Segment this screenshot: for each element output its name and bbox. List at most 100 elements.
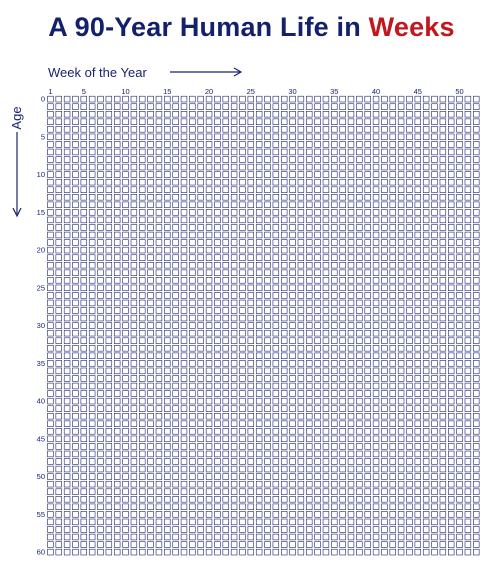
week-box [55, 186, 62, 193]
week-box [280, 246, 288, 254]
week-box [180, 269, 188, 276]
week-box [372, 329, 380, 337]
week-box [414, 511, 421, 518]
week-box [473, 367, 480, 375]
week-box [272, 352, 280, 359]
week-box [297, 299, 305, 307]
week-box [63, 261, 71, 269]
week-box [105, 201, 113, 208]
week-box [197, 322, 204, 329]
week-box [389, 322, 396, 329]
week-box [80, 458, 88, 465]
week-box [473, 420, 480, 427]
week-box [272, 156, 280, 163]
year-row-29 [47, 314, 480, 322]
week-box [464, 405, 472, 412]
week-box [289, 254, 296, 261]
week-box [473, 299, 480, 307]
week-box [72, 443, 79, 450]
week-box [197, 397, 204, 405]
week-box [214, 345, 221, 352]
week-box [297, 428, 305, 435]
week-box [289, 239, 296, 246]
week-box [230, 95, 238, 103]
week-box [205, 548, 213, 556]
week-box [406, 254, 413, 261]
week-box [372, 382, 380, 390]
week-box [222, 299, 229, 307]
week-box [414, 541, 421, 548]
week-box [97, 541, 104, 548]
week-box [97, 390, 104, 397]
year-row-34 [47, 352, 480, 359]
week-box [197, 186, 204, 193]
week-box [214, 231, 221, 239]
week-box [130, 231, 138, 239]
week-box [88, 405, 96, 412]
week-box [422, 473, 430, 480]
week-box [406, 246, 413, 254]
y-tick-label: 30 [37, 321, 45, 330]
week-box [347, 450, 355, 458]
week-box [473, 194, 480, 201]
week-box [397, 292, 405, 299]
week-box [347, 367, 355, 375]
week-box [297, 209, 305, 216]
week-box [114, 322, 121, 329]
week-box [205, 141, 213, 148]
week-box [289, 141, 296, 148]
week-box [172, 375, 179, 382]
week-box [406, 186, 413, 193]
week-box [289, 194, 296, 201]
week-box [414, 118, 421, 125]
week-box [389, 126, 396, 133]
week-box [439, 194, 447, 201]
week-box [139, 111, 146, 118]
week-box [205, 314, 213, 322]
year-row-36 [47, 367, 480, 375]
week-box [422, 133, 430, 141]
week-box [264, 443, 271, 450]
week-box [164, 352, 171, 359]
week-box [331, 526, 338, 533]
week-box [414, 277, 421, 284]
week-box [331, 314, 338, 322]
week-box [356, 322, 363, 329]
week-box [164, 133, 171, 141]
week-box [306, 405, 313, 412]
week-box [406, 375, 413, 382]
week-box [347, 488, 355, 495]
week-box [80, 480, 88, 488]
week-box [55, 126, 62, 133]
week-box [80, 420, 88, 427]
week-box [122, 133, 129, 141]
week-box [189, 405, 196, 412]
week-box [364, 156, 371, 163]
week-box [222, 337, 229, 344]
week-box [164, 269, 171, 276]
year-row-43 [47, 420, 480, 427]
week-box [414, 239, 421, 246]
week-box [356, 541, 363, 548]
week-box [139, 329, 146, 337]
week-box [264, 488, 271, 495]
week-box [214, 450, 221, 458]
week-box [431, 171, 438, 178]
week-box [447, 435, 455, 443]
week-box [47, 533, 54, 541]
week-box [414, 382, 421, 390]
week-box [122, 322, 129, 329]
week-box [239, 299, 246, 307]
week-box [272, 171, 280, 178]
week-box [130, 141, 138, 148]
week-box [47, 307, 54, 314]
week-box [214, 239, 221, 246]
week-box [389, 148, 396, 156]
week-box [473, 201, 480, 208]
week-box [280, 511, 288, 518]
week-box [105, 390, 113, 397]
week-box [464, 156, 472, 163]
week-box [280, 194, 288, 201]
week-box [397, 496, 405, 503]
week-box [155, 178, 163, 186]
